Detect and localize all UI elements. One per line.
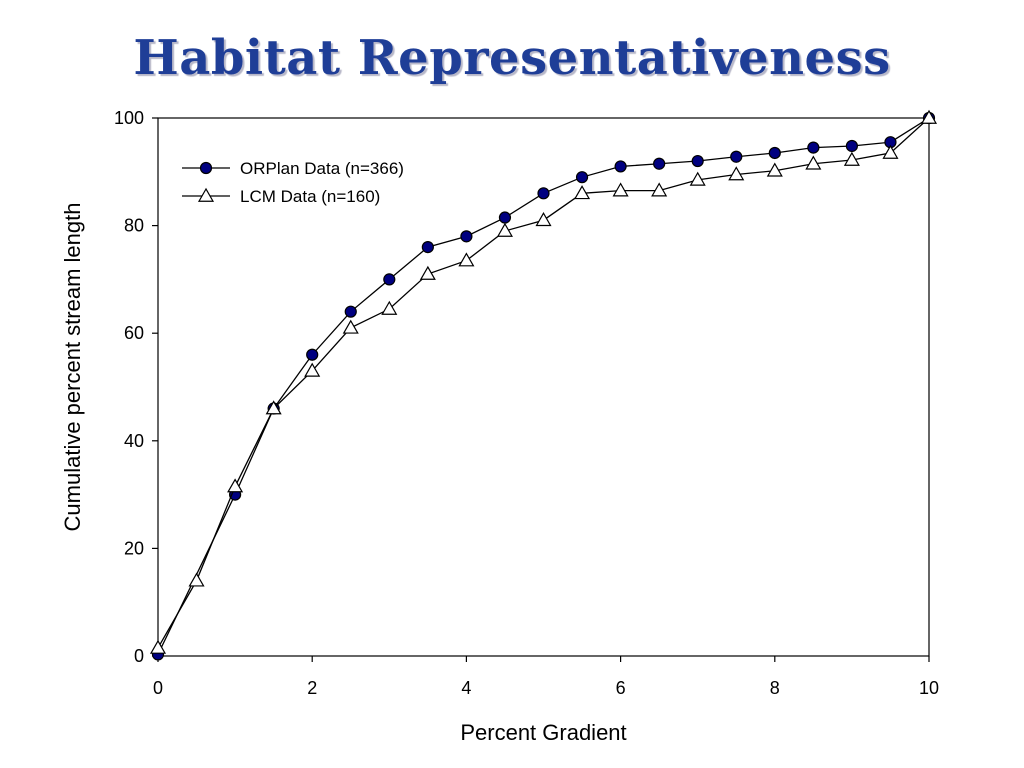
data-point-series-0 [691, 154, 704, 168]
data-point-series-0 [730, 150, 743, 163]
data-point-series-1 [651, 182, 668, 197]
data-point-series-1 [574, 185, 591, 200]
chart-legend: ORPlan Data (n=366) LCM Data (n=160) [182, 159, 404, 206]
x-axis-title: Percent Gradient [460, 720, 626, 745]
data-point-series-0 [807, 141, 820, 154]
chart-series [149, 109, 938, 661]
data-point-series-1 [728, 166, 745, 181]
data-point-series-1 [535, 212, 552, 227]
data-point-series-0 [344, 305, 357, 318]
data-point-series-0 [845, 139, 859, 153]
y-tick-label: 40 [124, 431, 144, 451]
data-point-series-0 [768, 146, 781, 160]
slide-title: Habitat Representativeness [133, 30, 891, 86]
data-point-series-1 [612, 182, 629, 197]
data-point-series-1 [227, 478, 244, 493]
data-point-series-1 [920, 109, 938, 124]
legend-item-1: LCM Data (n=160) [182, 187, 380, 206]
y-axis-title: Cumulative percent stream length [60, 203, 85, 532]
data-point-series-1 [188, 572, 205, 587]
data-point-series-1 [882, 144, 899, 159]
data-point-series-0 [653, 157, 666, 170]
x-tick-label: 4 [461, 678, 471, 698]
data-point-series-1 [689, 171, 706, 186]
data-point-series-1 [766, 162, 783, 177]
data-point-series-1 [342, 319, 359, 334]
legend-marker [199, 161, 213, 175]
data-point-series-0 [383, 273, 396, 286]
data-point-series-0 [421, 241, 434, 254]
data-point-series-1 [496, 222, 513, 237]
data-point-series-1 [419, 265, 436, 280]
x-tick-label: 10 [919, 678, 939, 698]
x-tick-label: 2 [307, 678, 317, 698]
y-tick-label: 0 [134, 646, 144, 666]
data-point-series-0 [460, 230, 473, 243]
series-1 [149, 109, 938, 654]
x-tick-label: 8 [770, 678, 780, 698]
x-tick-label: 0 [153, 678, 163, 698]
x-tick-label: 6 [616, 678, 626, 698]
legend-label: ORPlan Data (n=366) [240, 159, 404, 178]
y-tick-label: 80 [124, 216, 144, 236]
y-tick-label: 20 [124, 538, 144, 558]
data-point-series-1 [149, 639, 167, 654]
data-point-series-1 [265, 400, 282, 415]
legend-item-0: ORPlan Data (n=366) [182, 159, 404, 178]
data-point-series-1 [843, 151, 860, 166]
data-point-series-1 [805, 155, 822, 170]
plot-area-frame [157, 117, 930, 657]
y-tick-label: 60 [124, 323, 144, 343]
legend-label: LCM Data (n=160) [240, 187, 380, 206]
data-point-series-0 [498, 211, 512, 224]
data-point-series-0 [614, 160, 627, 173]
data-point-series-0 [306, 348, 319, 361]
series-line-0 [157, 117, 930, 655]
data-point-series-0 [537, 187, 550, 200]
data-point-series-0 [575, 171, 589, 184]
y-tick-label: 100 [114, 108, 144, 128]
data-point-series-1 [381, 300, 398, 315]
data-point-series-1 [458, 252, 475, 267]
data-point-series-1 [304, 362, 321, 377]
legend-marker [197, 187, 215, 202]
